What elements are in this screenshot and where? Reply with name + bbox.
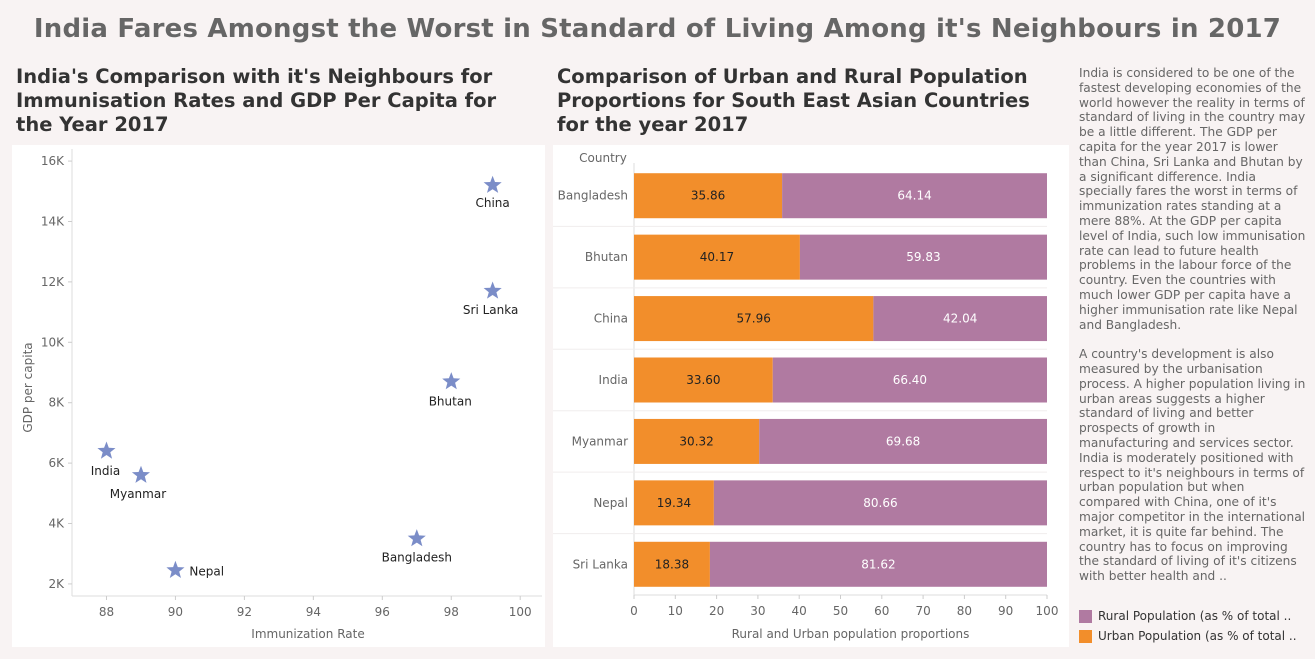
x-tick-label: 100 xyxy=(509,605,532,619)
bar-urban-sri-lanka xyxy=(634,541,710,587)
point-label-myanmar: Myanmar xyxy=(110,487,166,501)
bar-label-rural-china: 42.04 xyxy=(943,312,977,326)
bar-label-urban-myanmar: 30.32 xyxy=(679,434,713,448)
description-text: India is considered to be one of the fas… xyxy=(1079,66,1306,584)
bar-label-urban-nepal: 19.34 xyxy=(657,496,691,510)
x-axis-title: Immunization Rate xyxy=(251,627,364,641)
point-label-china: China xyxy=(475,196,509,210)
x-tick-label: 10 xyxy=(668,604,683,618)
bar-rural-nepal xyxy=(713,480,1047,526)
category-label-sri-lanka: Sri Lanka xyxy=(573,557,628,571)
bar-label-rural-nepal: 80.66 xyxy=(863,496,897,510)
star-marker-nepal xyxy=(166,560,185,578)
y-tick-label: 6K xyxy=(48,456,65,470)
category-label-myanmar: Myanmar xyxy=(572,434,628,448)
bar-label-rural-bangladesh: 64.14 xyxy=(897,189,931,203)
star-marker-bhutan xyxy=(442,372,461,390)
legend-swatch-rural xyxy=(1079,609,1092,623)
bar-urban-nepal xyxy=(634,480,714,526)
x-tick-label: 92 xyxy=(237,605,252,619)
stacked-bar-chart: Country 0 10 20 30 40 50 60 70 80 90 100 Rural and U… xyxy=(553,151,1059,641)
category-label-bangladesh: Bangladesh xyxy=(558,189,628,203)
category-label-nepal: Nepal xyxy=(593,496,628,510)
x-axis-title: Rural and Urban population proportions xyxy=(732,627,970,641)
bar-rural-bhutan xyxy=(799,234,1047,280)
bar-urban-myanmar xyxy=(634,418,760,464)
legend-item-urban[interactable]: Urban Population (as % of total .. xyxy=(1079,626,1311,646)
x-tick-label: 60 xyxy=(874,604,889,618)
scatter-chart-title: India's Comparison with it's Neighbours … xyxy=(16,65,497,136)
legend-label-urban: Urban Population (as % of total .. xyxy=(1098,629,1297,643)
bar-urban-india xyxy=(634,357,773,403)
scatter-chart: 2K 4K 6K 8K 10K 12K 14K 16K 88 90 92 94 96 98 100 Immun… xyxy=(21,149,542,641)
y-tick-label: 4K xyxy=(48,517,65,531)
x-tick-label: 96 xyxy=(375,605,390,619)
category-label-india: India xyxy=(599,373,628,387)
point-label-bhutan: Bhutan xyxy=(429,395,472,409)
legend: Rural Population (as % of total .. Urban… xyxy=(1079,606,1311,646)
y-tick-label: 2K xyxy=(48,577,65,591)
legend-swatch-urban xyxy=(1079,629,1092,643)
dashboard-title: India Fares Amongst the Worst in Standar… xyxy=(33,14,1282,44)
bar-rural-india xyxy=(772,357,1047,403)
y-tick-label: 8K xyxy=(48,396,65,410)
bar-label-urban-china: 57.96 xyxy=(737,312,771,326)
bar-rural-bangladesh xyxy=(782,173,1047,219)
bar-label-rural-india: 66.40 xyxy=(893,373,927,387)
bar-chart-panel: Country 0 10 20 30 40 50 60 70 80 90 100 Rural and U… xyxy=(553,145,1069,647)
point-label-sri-lanka: Sri Lanka xyxy=(463,303,518,317)
x-tick-label: 90 xyxy=(168,605,183,619)
x-tick-label: 100 xyxy=(1036,604,1059,618)
legend-label-rural: Rural Population (as % of total .. xyxy=(1098,609,1292,623)
bar-rural-sri-lanka xyxy=(709,541,1047,587)
bar-label-rural-myanmar: 69.68 xyxy=(886,434,920,448)
y-axis-title: GDP per capita xyxy=(21,342,35,432)
y-tick-label: 10K xyxy=(41,335,65,349)
x-tick-label: 0 xyxy=(630,604,638,618)
x-tick-label: 94 xyxy=(306,605,321,619)
scatter-chart-panel: 2K 4K 6K 8K 10K 12K 14K 16K 88 90 92 94 96 98 100 Immun… xyxy=(12,145,545,647)
y-tick-label: 14K xyxy=(41,214,65,228)
star-marker-india xyxy=(97,441,116,459)
bar-chart-title: Comparison of Urban and Rural Population… xyxy=(557,65,1030,136)
bar-urban-bhutan xyxy=(634,234,800,280)
bar-rural-myanmar xyxy=(759,418,1047,464)
category-header: Country xyxy=(579,151,627,165)
star-marker-china xyxy=(483,175,502,193)
x-tick-label: 80 xyxy=(957,604,972,618)
point-label-bangladesh: Bangladesh xyxy=(382,551,452,565)
bar-label-rural-sri-lanka: 81.62 xyxy=(861,557,895,571)
legend-item-rural[interactable]: Rural Population (as % of total .. xyxy=(1079,606,1311,626)
x-tick-label: 98 xyxy=(444,605,459,619)
bar-urban-bangladesh xyxy=(634,173,783,219)
bar-rural-china xyxy=(873,296,1047,342)
bar-urban-china xyxy=(634,296,874,342)
bar-label-urban-bangladesh: 35.86 xyxy=(691,189,725,203)
star-marker-bangladesh xyxy=(407,529,426,547)
y-tick-label: 16K xyxy=(41,154,65,168)
x-tick-label: 70 xyxy=(915,604,930,618)
x-tick-label: 88 xyxy=(99,605,114,619)
point-label-nepal: Nepal xyxy=(189,564,224,578)
y-tick-label: 12K xyxy=(41,275,65,289)
bar-label-urban-sri-lanka: 18.38 xyxy=(655,557,689,571)
x-tick-label: 40 xyxy=(792,604,807,618)
x-tick-label: 20 xyxy=(709,604,724,618)
x-tick-label: 90 xyxy=(998,604,1013,618)
category-label-china: China xyxy=(594,312,628,326)
point-label-india: India xyxy=(91,464,120,478)
bar-label-rural-bhutan: 59.83 xyxy=(906,250,940,264)
x-tick-label: 30 xyxy=(750,604,765,618)
bar-label-urban-india: 33.60 xyxy=(686,373,720,387)
bar-label-urban-bhutan: 40.17 xyxy=(700,250,734,264)
star-marker-myanmar xyxy=(131,465,150,483)
star-marker-sri-lanka xyxy=(483,281,502,299)
category-label-bhutan: Bhutan xyxy=(585,250,628,264)
x-tick-label: 50 xyxy=(833,604,848,618)
